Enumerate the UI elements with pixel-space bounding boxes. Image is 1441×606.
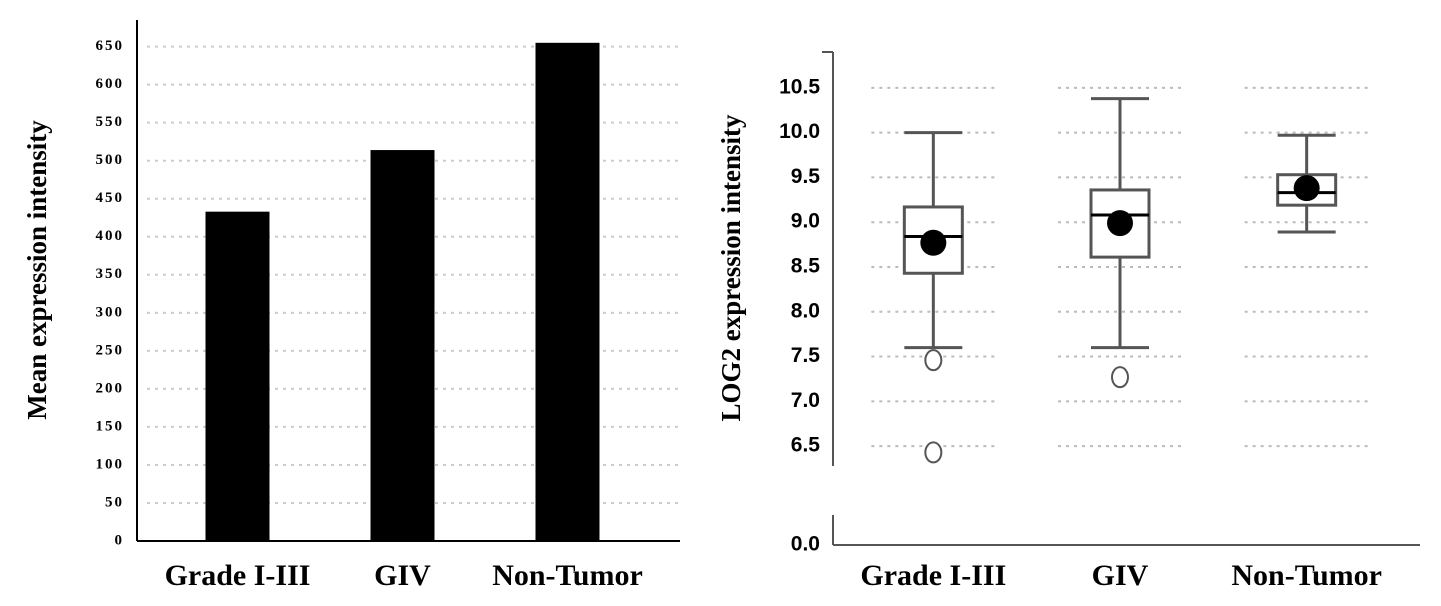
y-tick-label: 9.5 [791,165,821,188]
bar [370,150,435,541]
x-tick-label: GIV [374,559,431,592]
y-tick-label: 0.0 [791,533,820,556]
x-tick-label: Non-Tumor [1231,559,1382,592]
x-tick-label: GIV [1092,559,1149,592]
y-tick-label: 7.5 [791,344,821,367]
outlier [924,441,943,464]
bar [205,211,270,541]
y-tick-label: 7.0 [791,389,820,412]
y-tick-label: 650 [96,38,125,54]
y-tick-label: 10.0 [779,120,820,143]
y-tick-label: 100 [96,456,125,472]
outlier [1111,366,1129,389]
y-tick-label: 200 [96,380,125,396]
mean-dot [1293,175,1320,202]
outlier [924,349,943,372]
mean-dot [1107,210,1133,237]
y-tick-label: 450 [96,190,125,206]
x-tick-label: Grade I-III [860,559,1006,592]
x-tick-label: Grade I-III [165,559,311,592]
y-tick-label: 150 [96,418,125,434]
y-tick-label: 6.5 [791,434,821,457]
y-tick-label: 600 [96,76,125,92]
y-tick-label: 8.5 [791,255,821,278]
y-tick-label: 500 [96,152,125,168]
bar [535,42,600,542]
y-axis-label: Mean expression intensity [22,120,52,420]
y-tick-label: 0 [115,532,125,548]
y-tick-label: 350 [96,266,125,282]
y-tick-label: 8.0 [791,299,820,322]
y-axis-label: LOG2 expression intensity [716,114,746,422]
y-tick-label: 300 [96,304,125,320]
y-tick-label: 10.5 [779,75,820,98]
y-tick-label: 9.0 [791,210,820,233]
y-tick-label: 400 [96,228,125,244]
y-tick-label: 250 [96,342,125,358]
y-tick-label: 50 [105,494,124,510]
x-tick-label: Non-Tumor [492,559,643,592]
y-tick-label: 550 [96,114,125,130]
mean-dot [920,229,947,256]
